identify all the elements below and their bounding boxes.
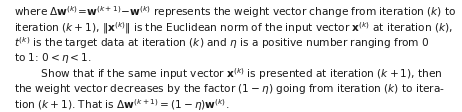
Text: Show that if the same input vector $\mathbf{x}^{(k)}$ is presented at iteration : Show that if the same input vector $\mat… xyxy=(14,66,443,82)
Text: iteration $(k+1)$, $\|\mathbf{x}^{(k)}\|$ is the Euclidean norm of the input vec: iteration $(k+1)$, $\|\mathbf{x}^{(k)}\|… xyxy=(14,20,453,36)
Text: tion $(k+1)$. That is $\Delta\mathbf{w}^{(k+1)} = (1-\eta)\mathbf{w}^{(k)}$.: tion $(k+1)$. That is $\Delta\mathbf{w}^… xyxy=(14,97,229,112)
Text: where $\Delta\mathbf{w}^{(k)}\!=\!\mathbf{w}^{(k+1)}\!-\!\mathbf{w}^{(k)}$ repre: where $\Delta\mathbf{w}^{(k)}\!=\!\mathb… xyxy=(14,4,456,20)
Text: to 1: $0 < \eta < 1$.: to 1: $0 < \eta < 1$. xyxy=(14,51,91,65)
Text: the weight vector decreases by the factor $(1-\eta)$ going from iteration $(k)$ : the weight vector decreases by the facto… xyxy=(14,82,445,96)
Text: $t^{(k)}$ is the target data at iteration $(k)$ and $\eta$ is a positive number : $t^{(k)}$ is the target data at iteratio… xyxy=(14,35,429,51)
